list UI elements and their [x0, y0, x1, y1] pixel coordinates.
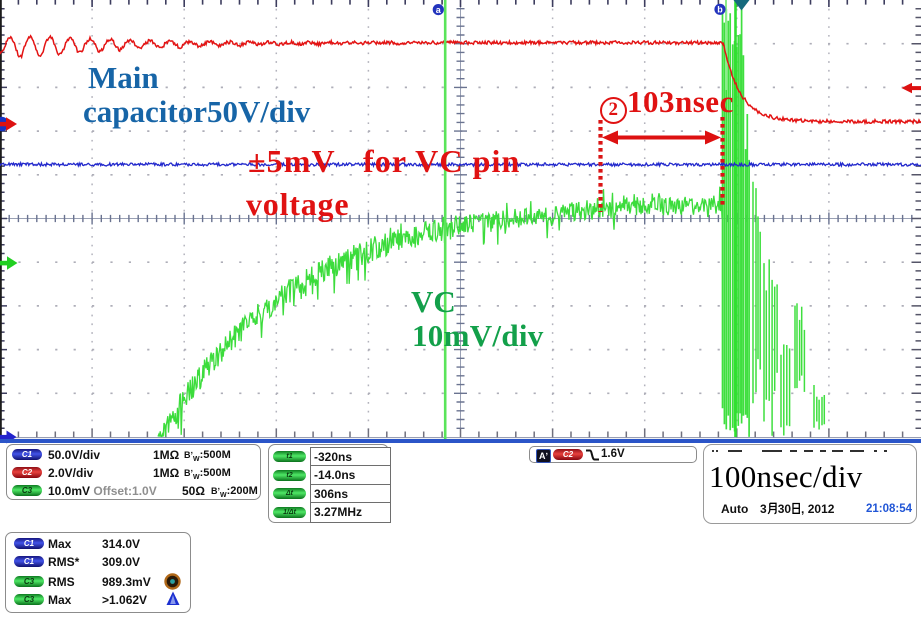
svg-text:a: a [436, 5, 442, 15]
svg-text:b: b [717, 5, 723, 15]
